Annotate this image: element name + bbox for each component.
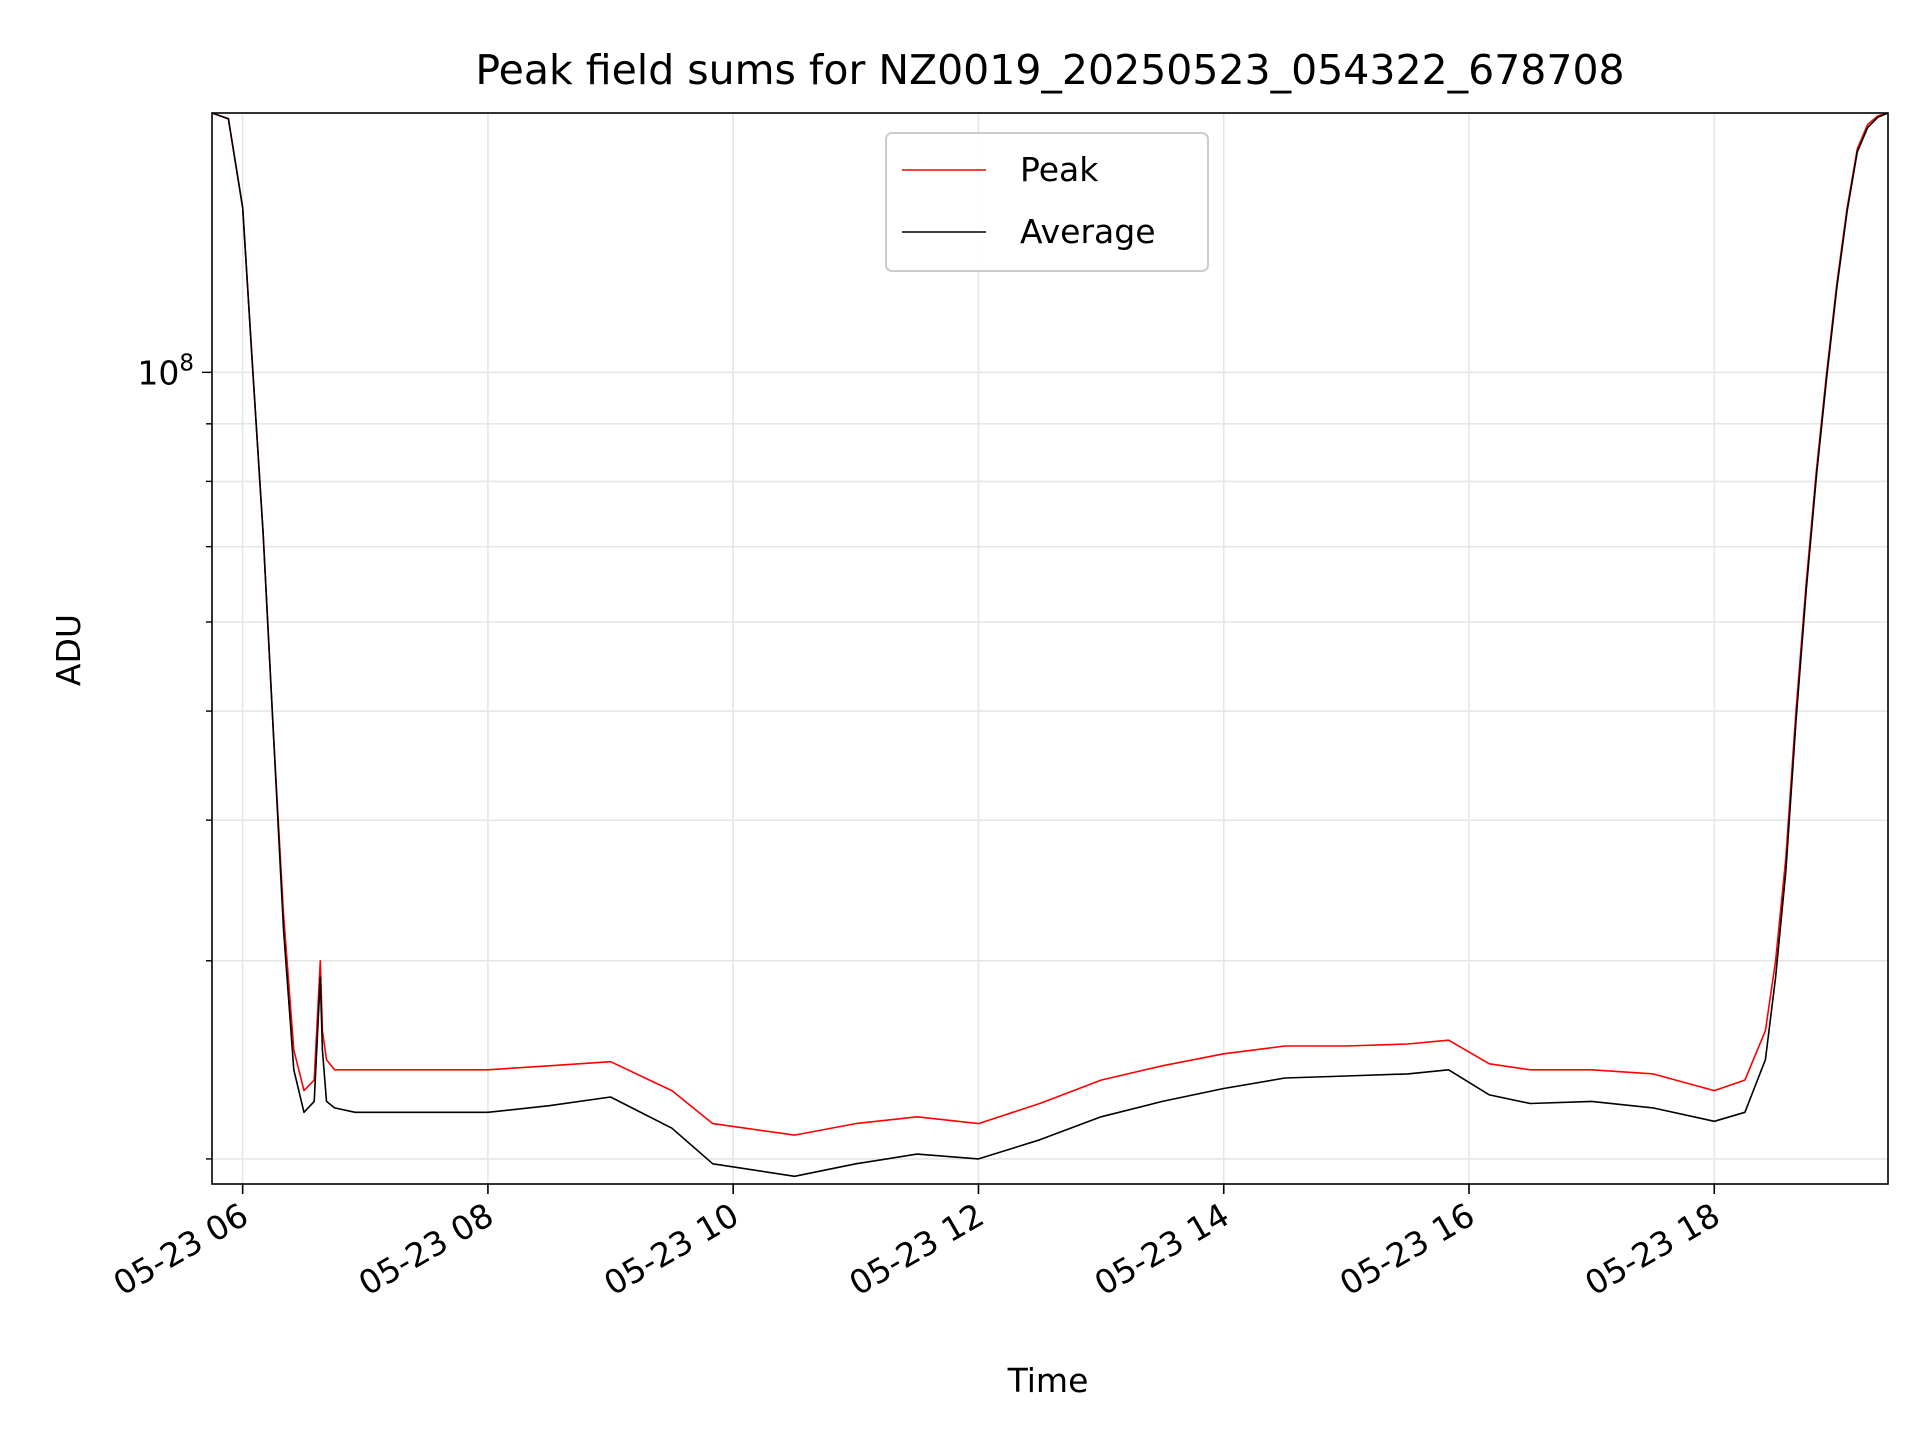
y-tick-label-exponent: 8 bbox=[179, 350, 194, 376]
series-line-average bbox=[211, 112, 1889, 1178]
chart-title: Peak field sums for NZ0019_20250523_0543… bbox=[475, 46, 1624, 94]
legend-label-peak: Peak bbox=[1020, 150, 1099, 189]
y-tick-label: 108 bbox=[137, 350, 194, 392]
plot-frame bbox=[211, 112, 1889, 1185]
legend-box bbox=[885, 132, 1209, 272]
legend: Peak Average bbox=[885, 132, 1209, 272]
series-layer bbox=[211, 112, 1889, 1178]
x-axis-label: Time bbox=[1007, 1361, 1089, 1400]
y-tick-label-base: 10 bbox=[137, 353, 179, 392]
y-axis-label: ADU bbox=[49, 614, 88, 686]
y-ticks: 108 bbox=[137, 350, 212, 1160]
grid bbox=[212, 113, 1888, 1184]
legend-label-average: Average bbox=[1020, 212, 1156, 251]
